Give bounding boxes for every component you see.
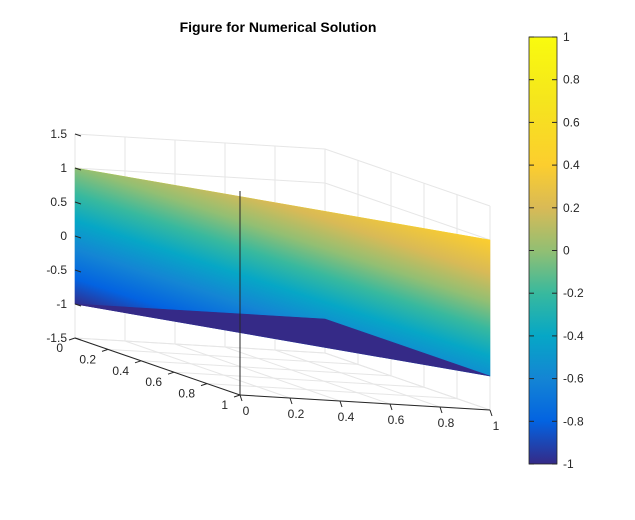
grid-line <box>173 371 425 388</box>
grid-line <box>324 352 491 411</box>
grid-line <box>140 360 392 377</box>
y-tick <box>233 394 241 398</box>
y-tick-label: 0.8 <box>178 387 195 401</box>
x-tick <box>239 394 243 402</box>
y-tick <box>101 348 109 352</box>
colorbar-tick-label: -1 <box>563 457 574 471</box>
grid-line <box>74 133 326 150</box>
y-tick-label: 0.4 <box>112 364 129 378</box>
y-tick <box>167 371 175 375</box>
x-tick-label: 0 <box>243 404 250 418</box>
y-tick-label: 0.6 <box>145 375 162 389</box>
x-tick-label: 0.2 <box>288 407 305 421</box>
y-tick-label: 1 <box>221 398 228 412</box>
grid-line <box>224 346 391 405</box>
grid-line <box>174 343 341 402</box>
x-tick-label: 0.8 <box>438 416 455 430</box>
colorbar-tick-label: 0 <box>563 244 570 258</box>
colorbar-ticks: 1 0.8 0.6 0.4 0.2 0 -0.2 -0.4 -0.6 -0.8 -1 <box>529 30 584 471</box>
grid-line <box>274 349 441 408</box>
x-tick-label: 0.6 <box>388 413 405 427</box>
z-tick <box>74 133 82 137</box>
z-tick-label: -1 <box>56 297 67 311</box>
grid-line <box>74 167 326 184</box>
z-tick <box>74 167 82 171</box>
colorbar-tick-label: 1 <box>563 30 570 44</box>
x-tick <box>289 397 293 405</box>
colorbar-tick-label: 0.2 <box>563 201 580 215</box>
colorbar-tick-label: 0.4 <box>563 158 580 172</box>
z-tick <box>74 235 82 239</box>
z-tick-label: 0 <box>60 229 67 243</box>
surface-lower-plateau <box>74 303 491 377</box>
x-tick <box>439 406 443 414</box>
surface-plot <box>74 167 491 377</box>
z-tick-label: 1 <box>60 161 67 175</box>
grid-line <box>124 340 291 399</box>
y-axis-line <box>74 337 241 396</box>
colorbar-tick-label: 0.6 <box>563 115 580 129</box>
z-tick-label: 0.5 <box>50 195 67 209</box>
z-tick-label: -0.5 <box>46 263 67 277</box>
y-tick <box>134 360 142 364</box>
y-tick <box>200 383 208 387</box>
grid-line <box>107 348 359 365</box>
grid-line <box>324 148 491 207</box>
y-tick <box>68 337 76 341</box>
grid-line <box>74 337 326 354</box>
colorbar-tick-label: -0.8 <box>563 414 584 428</box>
axes-frame <box>68 133 493 417</box>
colorbar-tick-label: 0.8 <box>563 73 580 87</box>
z-tick-label: 1.5 <box>50 127 67 141</box>
z-tick <box>74 337 82 341</box>
axis-tick-labels: 1.510.50-0.5-1-1.500.20.40.60.81 0 0.2 0.4 0… <box>46 127 499 433</box>
z-tick <box>74 303 82 307</box>
colorbar: 1 0.8 0.6 0.4 0.2 0 -0.2 -0.4 -0.6 -0.8 -1 <box>528 30 584 471</box>
chart-title: Figure for Numerical Solution <box>180 19 377 35</box>
z-tick <box>74 201 82 205</box>
grid-line <box>206 383 458 400</box>
z-tick <box>74 269 82 273</box>
y-tick-label: 0.2 <box>79 352 96 366</box>
z-tick-label: -1.5 <box>46 331 67 345</box>
x-tick <box>339 400 343 408</box>
x-tick <box>389 403 393 411</box>
grid-line <box>324 182 491 241</box>
colorbar-tick-label: -0.4 <box>563 329 584 343</box>
colorbar-tick-label: -0.6 <box>563 372 584 386</box>
y-tick-label: 0 <box>56 341 63 355</box>
x-tick <box>489 409 493 417</box>
x-axis-line <box>239 394 491 411</box>
colorbar-tick-label: -0.2 <box>563 286 584 300</box>
x-tick-label: 0.4 <box>338 410 355 424</box>
x-tick-label: 1 <box>493 419 500 433</box>
